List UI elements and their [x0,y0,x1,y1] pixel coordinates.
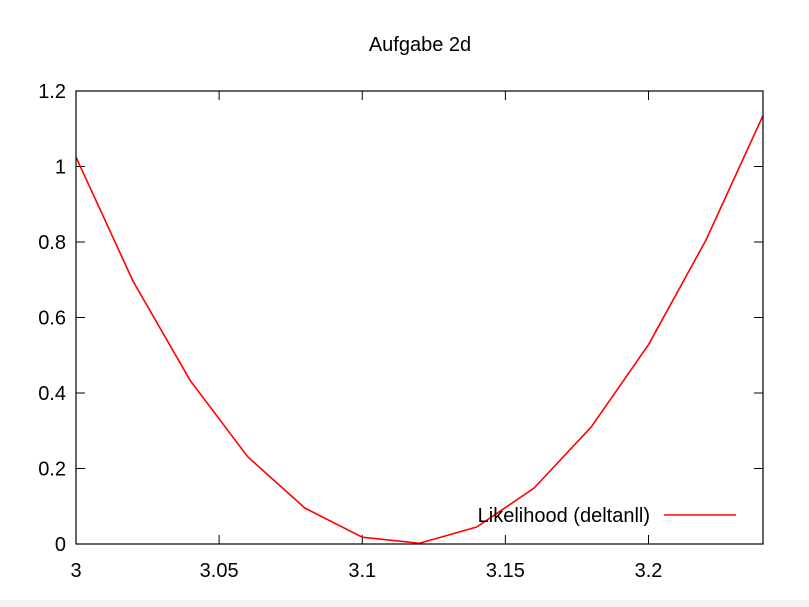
y-tick-label: 0.2 [38,459,66,481]
series-layer [75,115,764,545]
plot-frame [75,90,764,545]
x-tick-label: 3.05 [200,560,239,582]
series-line [75,115,764,545]
y-tick-label: 0.6 [38,308,66,330]
x-tick-label: 3.1 [348,560,376,582]
y-tick-label: 0 [55,534,66,556]
y-tick-label: 1.2 [38,81,66,103]
axis-ticks [75,90,763,545]
x-tick-label: 3.2 [635,560,663,582]
y-tick-label: 0.4 [38,383,66,405]
legend-label: Likelihood (deltanll) [478,505,650,527]
legend: Likelihood (deltanll) [478,505,736,527]
y-tick-label: 1 [55,157,66,179]
y-tick-label: 0.8 [38,232,66,254]
tick-labels: 0 0.2 0.4 0.6 0.8 1 1.2 3 3.05 3.1 3.15 3.2 [38,81,662,582]
chart-title: Aufgabe 2d [369,34,471,56]
bottom-strip [0,600,809,607]
x-tick-label: 3 [70,560,81,582]
x-tick-label: 3.15 [486,560,525,582]
